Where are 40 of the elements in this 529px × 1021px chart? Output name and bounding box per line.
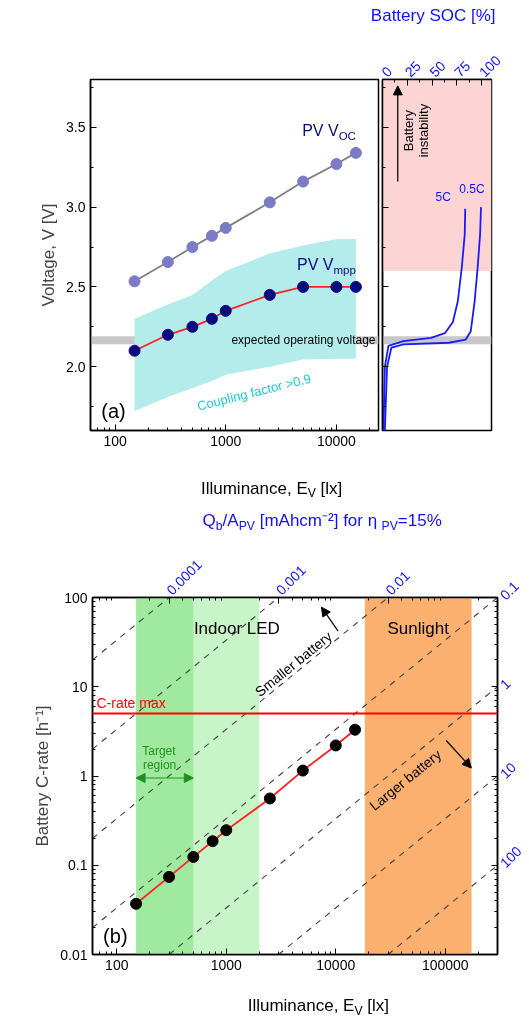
series-label: 0.5C: [459, 182, 486, 197]
annotation: (a): [101, 400, 126, 423]
x-tick-label: 50: [426, 57, 449, 81]
x-tick-label: 100: [103, 432, 127, 449]
y-axis-title: Voltage, V [V]: [39, 203, 59, 307]
band-label: expected operating voltage: [231, 333, 376, 348]
y-tick-label: 2.5: [66, 278, 86, 295]
text: 1: [496, 675, 514, 693]
x-tick-label: 10000: [316, 956, 356, 973]
y-tick-label: 0.01: [60, 946, 88, 963]
x-tick-label: 100: [105, 956, 129, 973]
x-axis-title: Battery SOC [%]: [370, 6, 496, 25]
y-tick-label: 100: [64, 589, 88, 606]
ref-line-label: C-rate max: [96, 694, 166, 711]
x-tick-label: 100000: [421, 956, 469, 973]
band-label: Sunlight: [387, 618, 450, 638]
x-tick-label: 100: [475, 52, 504, 81]
x-tick-label: 10000: [316, 432, 357, 449]
y-tick-label: 1: [79, 768, 88, 784]
y-tick-label: 3.0: [66, 199, 86, 216]
text: 0.1: [496, 577, 523, 604]
y-tick-label: 10: [71, 678, 88, 695]
series-label: 5C: [435, 189, 452, 204]
annotation: Battery instability: [401, 103, 432, 158]
annotation: (b): [103, 925, 128, 948]
y-tick-label: 3.5: [66, 119, 86, 136]
x-tick-label: 25: [401, 57, 425, 81]
text: 0.01: [382, 567, 414, 599]
x-tick-label: 1000: [210, 956, 243, 973]
text: 10: [496, 759, 520, 782]
text: 100: [496, 842, 525, 871]
band-label: Indoor LED: [193, 618, 280, 638]
x-tick-label: 75: [451, 57, 474, 81]
band-label: Target region: [142, 743, 177, 772]
x-tick-label: 0: [378, 63, 396, 81]
y-tick-label: 0.1: [68, 857, 88, 874]
x-tick-label: 1000: [210, 432, 242, 449]
annotation: Coupling factor >0.9: [195, 370, 313, 414]
y-axis-title: Battery C-rate [h⁻¹]: [33, 705, 53, 847]
y-tick-label: 2.0: [66, 358, 86, 375]
